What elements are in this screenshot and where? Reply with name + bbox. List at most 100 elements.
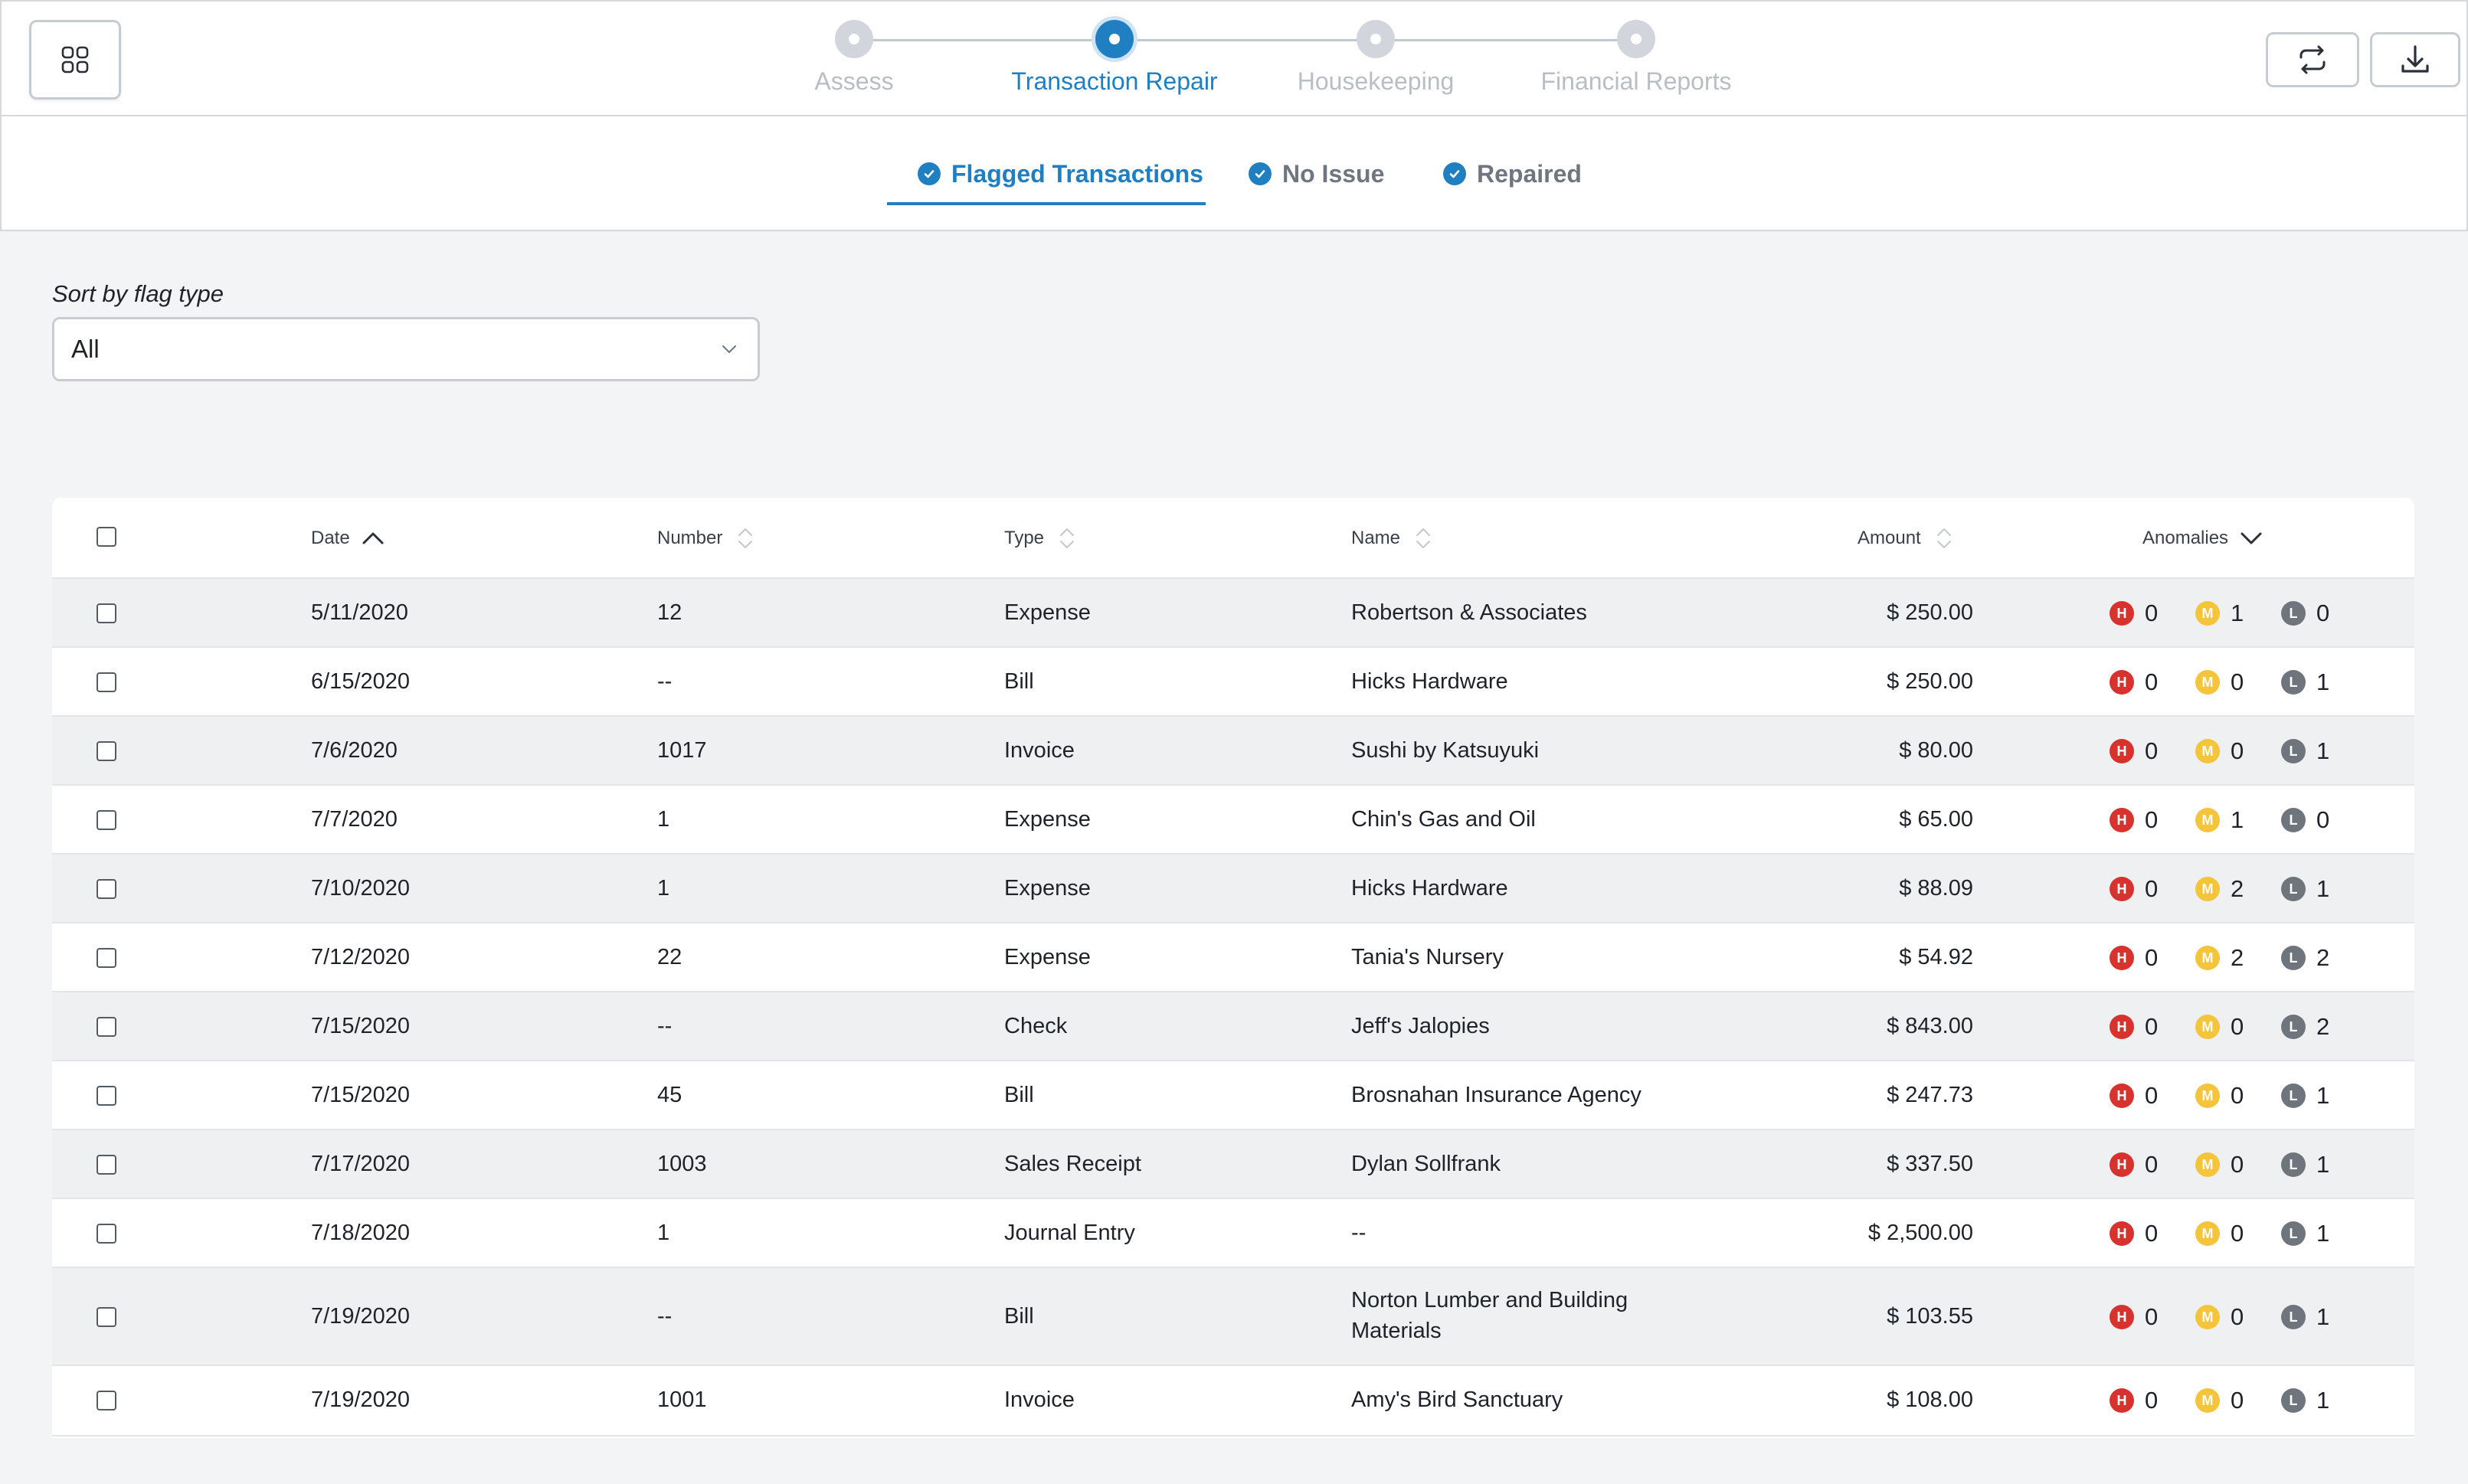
row-checkbox[interactable] [97,810,116,830]
tab-label: Repaired [1477,159,1582,188]
step-financial-reports[interactable]: Financial Reports [1483,20,1789,96]
cell-amount: $ 250.00 [1887,669,1973,694]
low-severity-badge: L [2281,1084,2306,1108]
row-checkbox[interactable] [97,603,116,623]
column-header-anomalies[interactable]: Anomalies [2142,527,2263,550]
table-row[interactable]: 7/18/2020 1 Journal Entry -- $ 2,500.00 … [52,1199,2414,1268]
low-count: 2 [2316,944,2330,971]
step-transaction-repair[interactable]: Transaction Repair [961,20,1268,96]
medium-count: 0 [2231,737,2244,764]
select-all-checkbox[interactable] [97,527,116,547]
column-header-type[interactable]: Type [1004,527,1079,550]
low-count: 0 [2316,806,2330,833]
medium-severity-badge: M [2195,946,2220,970]
column-header-label: Amount [1858,528,1921,548]
column-header-number[interactable]: Number [657,527,758,550]
tab-repaired[interactable]: Repaired [1443,155,1582,193]
column-header-label: Number [657,528,723,548]
low-count: 1 [2316,668,2330,695]
cell-type: Invoice [1004,738,1075,763]
column-header-amount[interactable]: Amount [1858,527,1956,550]
medium-severity-badge: M [2195,1015,2220,1039]
high-count: 0 [2145,806,2159,833]
column-header-label: Name [1351,528,1401,548]
row-checkbox[interactable] [97,672,116,692]
medium-severity-badge: M [2195,601,2220,626]
column-header-date[interactable]: Date [311,527,385,550]
table-row[interactable]: 7/7/2020 1 Expense Chin's Gas and Oil $ … [52,786,2414,855]
medium-severity-badge: M [2195,1388,2220,1413]
download-button[interactable] [2370,32,2460,87]
medium-count: 0 [2231,1151,2244,1178]
medium-severity-badge: M [2195,1221,2220,1246]
row-checkbox[interactable] [97,1017,116,1037]
low-severity-badge: L [2281,1388,2306,1413]
high-count: 0 [2145,1303,2159,1330]
row-checkbox[interactable] [97,1086,116,1106]
cell-amount: $ 108.00 [1887,1388,1973,1412]
sync-button[interactable] [2266,32,2359,87]
sort-icon [1416,528,1431,548]
table-row[interactable]: 6/15/2020 -- Bill Hicks Hardware $ 250.0… [52,648,2414,717]
cell-number: -- [657,669,673,694]
step-label: Transaction Repair [1011,67,1218,95]
cell-number: 1001 [657,1388,707,1412]
flag-type-select[interactable]: All [52,317,760,381]
flag-type-select-value: All [71,335,100,363]
table-row[interactable]: 7/19/2020 1001 Invoice Amy's Bird Sanctu… [52,1366,2414,1437]
medium-count: 0 [2231,1082,2244,1109]
high-severity-badge: H [2110,601,2134,626]
table-row[interactable]: 7/19/2020 -- Bill Norton Lumber and Buil… [52,1268,2414,1366]
cell-type: Expense [1004,600,1091,625]
medium-count: 0 [2231,1387,2244,1414]
table-row[interactable]: 7/6/2020 1017 Invoice Sushi by Katsuyuki… [52,717,2414,786]
row-checkbox[interactable] [97,879,116,899]
row-checkbox[interactable] [97,1307,116,1327]
cell-amount: $ 337.50 [1887,1152,1973,1176]
row-checkbox[interactable] [97,948,116,968]
row-checkbox[interactable] [97,1224,116,1244]
download-icon [2401,45,2429,73]
step-label: Assess [814,67,894,95]
cell-type: Invoice [1004,1388,1075,1412]
cell-name: Hicks Hardware [1351,669,1508,694]
cell-amount: $ 103.55 [1887,1304,1973,1329]
high-severity-badge: H [2110,670,2134,695]
table-row[interactable]: 7/10/2020 1 Expense Hicks Hardware $ 88.… [52,855,2414,923]
high-severity-badge: H [2110,1084,2134,1108]
cell-type: Sales Receipt [1004,1152,1141,1176]
row-checkbox[interactable] [97,741,116,761]
low-count: 2 [2316,1013,2330,1040]
medium-severity-badge: M [2195,1305,2220,1329]
sort-icon [738,528,753,548]
cell-number: -- [657,1014,673,1038]
table-row[interactable]: 5/11/2020 12 Expense Robertson & Associa… [52,579,2414,648]
tab-flagged-transactions[interactable]: Flagged Transactions [918,155,1203,193]
cell-date: 7/6/2020 [311,738,398,763]
table-header: Date Number Type Name Amount [52,498,2414,579]
column-header-name[interactable]: Name [1351,527,1435,550]
high-count: 0 [2145,1151,2159,1178]
row-checkbox[interactable] [97,1391,116,1410]
step-housekeeping[interactable]: Housekeeping [1223,20,1529,96]
table-row[interactable]: 7/12/2020 22 Expense Tania's Nursery $ 5… [52,923,2414,992]
cell-amount: $ 65.00 [1899,807,1973,832]
tab-no-issue[interactable]: No Issue [1249,155,1384,193]
column-header-label: Anomalies [2142,528,2229,548]
apps-menu-button[interactable] [29,20,121,100]
sort-icon [1936,528,1951,548]
cell-number: 1 [657,876,670,901]
table-row[interactable]: 7/15/2020 45 Bill Brosnahan Insurance Ag… [52,1061,2414,1130]
table-row[interactable]: 7/17/2020 1003 Sales Receipt Dylan Sollf… [52,1130,2414,1199]
table-row[interactable]: 7/15/2020 -- Check Jeff's Jalopies $ 843… [52,992,2414,1061]
row-checkbox[interactable] [97,1155,116,1175]
medium-count: 0 [2231,668,2244,695]
high-count: 0 [2145,737,2159,764]
low-severity-badge: L [2281,1221,2306,1246]
step-assess[interactable]: Assess [701,20,1007,96]
chevron-down-icon [722,345,736,353]
